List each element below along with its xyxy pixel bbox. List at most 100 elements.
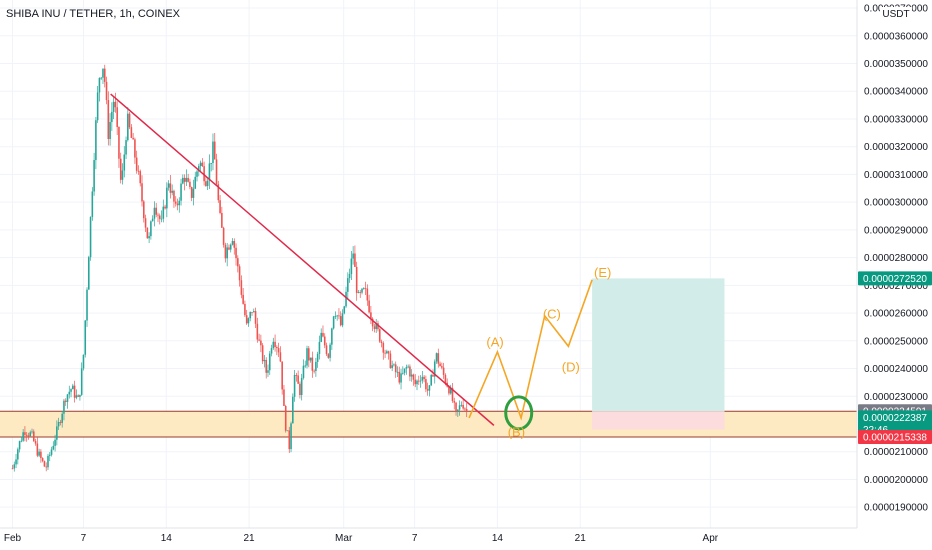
candle-body xyxy=(11,468,14,470)
candle-body xyxy=(315,361,317,371)
candle-body xyxy=(251,311,253,313)
candle-body xyxy=(116,107,118,127)
candle-body xyxy=(72,385,74,390)
candle-body xyxy=(59,422,62,423)
candle-body xyxy=(387,351,390,354)
candle-body xyxy=(366,288,369,301)
candle-body xyxy=(87,257,90,290)
candle-body xyxy=(375,323,378,330)
candle-body xyxy=(345,291,347,307)
candle-body xyxy=(141,183,143,202)
candle-body xyxy=(205,181,207,186)
candle-body xyxy=(338,315,340,317)
wave-label: (D) xyxy=(562,359,580,374)
candle-body xyxy=(458,405,461,410)
candle-body xyxy=(430,374,433,386)
price-badge xyxy=(858,271,932,286)
candle-body xyxy=(462,404,464,409)
candle-body xyxy=(132,137,134,140)
candle-body xyxy=(400,373,402,383)
currency-label-box xyxy=(880,7,912,20)
candle-body xyxy=(394,364,397,373)
candle-body xyxy=(382,342,385,353)
candle-body xyxy=(29,432,32,437)
candle-body xyxy=(45,466,48,468)
candle-body xyxy=(245,315,248,324)
candle-body xyxy=(432,374,434,377)
candle-body xyxy=(339,316,342,326)
candle-body xyxy=(263,359,266,362)
candle-body xyxy=(166,187,168,209)
candle-body xyxy=(137,170,140,172)
candle-body xyxy=(17,449,19,460)
time-axis[interactable]: Feb 7 14 21 Mar 7 14 21 Apr xyxy=(4,533,719,544)
candle-body xyxy=(157,214,159,216)
wave-label: (E) xyxy=(594,265,611,280)
candle-body xyxy=(407,366,409,368)
y-tick-label: 0.0000280000 xyxy=(864,253,928,264)
y-tick-label: 0.0000260000 xyxy=(864,309,928,320)
support-band xyxy=(0,411,857,438)
candle-body xyxy=(38,451,40,456)
candle-body xyxy=(444,374,447,383)
candle-body xyxy=(362,288,365,290)
candle-body xyxy=(370,312,372,319)
candle-body xyxy=(355,266,358,293)
candle-body xyxy=(125,140,127,155)
grid-layer xyxy=(0,0,857,528)
candle-body xyxy=(258,339,260,341)
candle-body xyxy=(460,404,463,406)
stop-zone xyxy=(592,411,725,430)
candle-body xyxy=(352,253,354,259)
candle-body xyxy=(277,348,280,353)
candle-body xyxy=(134,139,136,158)
wave-label: (A) xyxy=(486,334,503,349)
candle-body xyxy=(32,431,35,442)
trendline[interactable] xyxy=(110,93,495,426)
candle-body xyxy=(201,162,204,167)
candle-body xyxy=(52,445,55,450)
elliott-wave-path[interactable] xyxy=(468,279,593,421)
candle-body xyxy=(43,461,46,467)
candle-body xyxy=(299,383,301,396)
candle-body xyxy=(242,294,244,304)
candle-body xyxy=(265,359,268,373)
y-tick-label: 0.0000230000 xyxy=(864,392,928,403)
candle-body xyxy=(146,227,149,239)
candle-body xyxy=(304,365,307,367)
candle-body xyxy=(41,458,44,462)
candle-body xyxy=(48,454,51,456)
candle-body xyxy=(93,160,95,192)
candle-body xyxy=(354,253,356,267)
candle-body xyxy=(396,371,399,373)
candle-body xyxy=(322,332,324,337)
candle-body xyxy=(89,216,92,258)
candle-body xyxy=(348,274,351,279)
candle-body xyxy=(341,313,344,326)
candle-body xyxy=(244,303,246,316)
candle-body xyxy=(329,344,331,358)
candle-body xyxy=(158,215,161,219)
candle-body xyxy=(320,332,323,342)
candle-body xyxy=(203,166,205,182)
candle-body xyxy=(435,353,438,362)
y-tick-label: 0.0000290000 xyxy=(864,225,928,236)
candle-body xyxy=(306,348,308,366)
candle-body xyxy=(190,187,193,198)
candle-body xyxy=(402,372,404,374)
candle-body xyxy=(272,341,275,349)
candle-body xyxy=(103,68,106,82)
candle-body xyxy=(318,341,321,354)
candle-body xyxy=(405,367,408,369)
candle-body xyxy=(334,316,337,317)
candle-body xyxy=(316,353,319,362)
candle-body xyxy=(451,387,454,401)
candle-body xyxy=(155,207,158,215)
candle-body xyxy=(171,190,173,193)
y-tick-label: 0.0000250000 xyxy=(864,336,928,347)
price-badge-label: 0.0000222387 xyxy=(863,413,927,424)
candle-body xyxy=(22,432,24,441)
candle-body xyxy=(107,100,110,139)
price-badges: 0.00002725200.00002245910.000022238722:4… xyxy=(858,271,932,445)
